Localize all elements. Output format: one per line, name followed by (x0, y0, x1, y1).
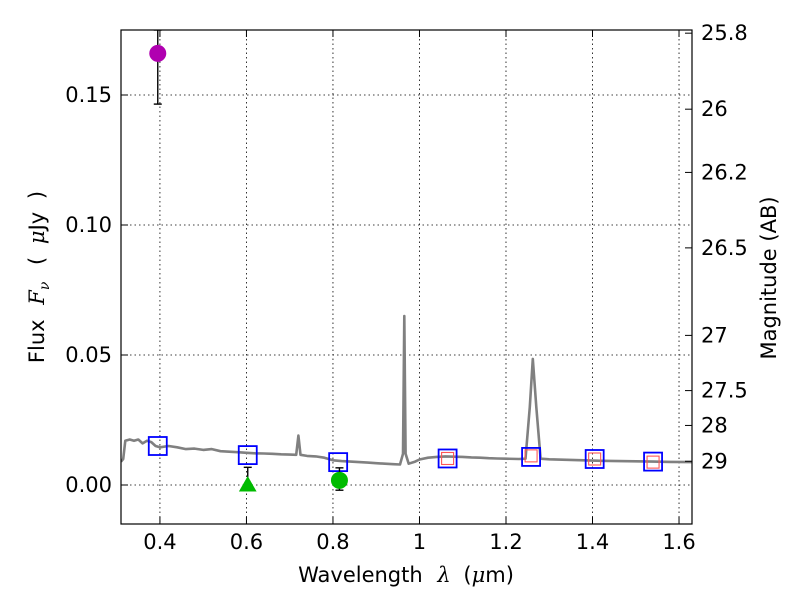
y-tick-label: 0.00 (65, 473, 112, 497)
magnitude-tick-label: 25.8 (701, 21, 748, 45)
magnitude-tick-label: 26.5 (701, 236, 748, 260)
detection-point (149, 44, 167, 62)
nir-measurement-square (524, 449, 538, 463)
model-photometry-square (584, 449, 605, 469)
model-photometry-square (643, 451, 663, 472)
model-photometry-square (521, 447, 541, 467)
nir-measurement-square (646, 455, 660, 469)
magnitude-tick-label: 27 (701, 323, 728, 347)
y-tick-label: 0.05 (65, 343, 112, 367)
magnitude-tick-label: 29 (701, 449, 728, 473)
x-tick-label: 1.2 (489, 530, 522, 554)
detection-point (330, 471, 348, 489)
x-tick-label: 0.4 (143, 530, 176, 554)
magnitude-axis-label: Magnitude (AB) (757, 196, 781, 359)
plot-area (121, 30, 692, 492)
magnitude-tick-label: 26.2 (701, 160, 748, 184)
magnitude-tick-label: 27.5 (701, 379, 748, 403)
y-tick-label: 0.10 (65, 213, 112, 237)
x-tick-label: 1 (413, 530, 426, 554)
model-spectrum-line (121, 314, 692, 466)
magnitude-tick-label: 26 (701, 97, 728, 121)
y-tick-label: 0.15 (65, 83, 112, 107)
model-photometry-square (328, 452, 349, 473)
y-axis-label: Flux Fν ( μJy ) (25, 191, 54, 363)
r-band-triangle (238, 475, 257, 492)
magnitude-tick-label: 28 (701, 413, 728, 437)
axis-ticks: 0.4 0.6 0.8 1 1.2 1.4 1.6 0.00 0.05 0.10 0.15 25.8 2… (65, 21, 748, 554)
x-tick-label: 0.6 (230, 530, 263, 554)
x-tick-label: 1.4 (576, 530, 609, 554)
grid-lines (121, 30, 692, 524)
model-photometry-square (147, 436, 168, 456)
nir-measurement-square (588, 452, 602, 466)
model-photometry-square (237, 445, 258, 466)
x-tick-label: 0.8 (316, 530, 349, 554)
nir-measurement-square (441, 451, 455, 466)
model-photometry-square (437, 448, 458, 469)
plot-frame (120, 29, 693, 525)
x-axis-label: Wavelength λ (μm) (298, 563, 514, 587)
x-tick-label: 1.6 (662, 530, 695, 554)
